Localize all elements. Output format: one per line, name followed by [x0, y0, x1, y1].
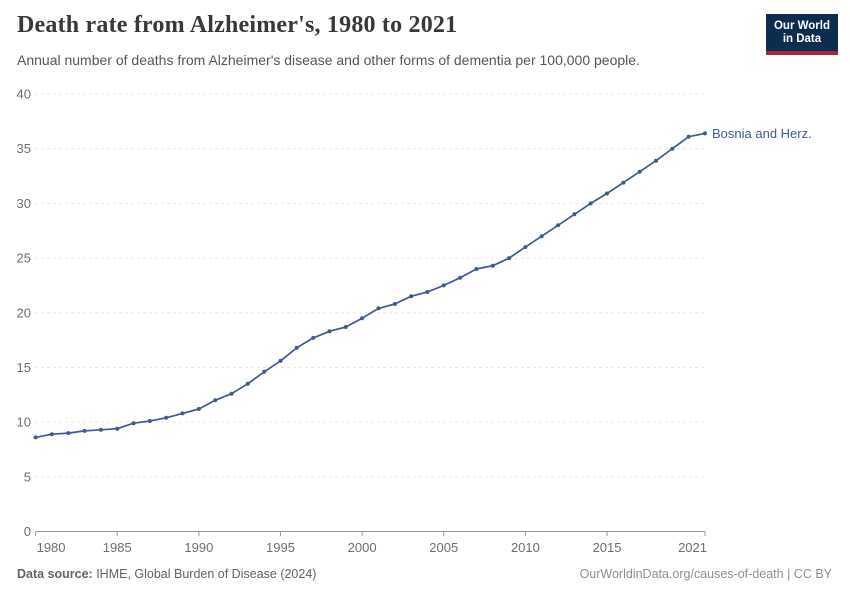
x-axis-tick-label: 2021 [678, 540, 707, 555]
data-point [539, 234, 544, 239]
data-source-label: Data source: [17, 567, 93, 581]
data-point [654, 158, 658, 163]
data-point [213, 398, 218, 403]
chart-footer: Data source: IHME, Global Burden of Dise… [17, 567, 832, 581]
data-point [474, 267, 479, 271]
data-point [490, 263, 495, 268]
data-point [425, 290, 430, 294]
data-point [131, 421, 136, 426]
y-axis-tick-label: 40 [17, 87, 31, 102]
y-axis-tick-label: 10 [17, 415, 31, 430]
chart-subtitle: Annual number of deaths from Alzheimer's… [17, 52, 640, 68]
data-point [33, 435, 38, 440]
data-line[interactable] [34, 132, 706, 439]
x-axis-tick-label: 1985 [103, 540, 132, 555]
data-point [409, 294, 414, 299]
data-point [262, 369, 267, 374]
data-point [180, 411, 185, 416]
owid-logo-line2: in Data [782, 33, 822, 45]
data-point [556, 223, 561, 228]
data-point [49, 432, 54, 437]
owid-logo-line1: Our World [773, 20, 830, 32]
data-point [703, 131, 707, 136]
data-source-text: IHME, Global Burden of Disease (2024) [92, 567, 317, 581]
data-point [670, 146, 675, 151]
data-point [360, 316, 365, 321]
y-axis-tick-label: 25 [17, 251, 31, 266]
x-axis-tick-label: 1990 [184, 540, 213, 555]
data-point [278, 358, 283, 363]
y-axis-tick-label: 35 [17, 141, 31, 156]
data-point [245, 381, 250, 386]
y-axis-tick-label: 30 [17, 196, 31, 211]
x-axis-tick-label: 2005 [429, 540, 458, 555]
data-point [164, 415, 169, 420]
data-point [572, 212, 577, 217]
data-point [98, 427, 103, 432]
data-point [196, 407, 201, 411]
series-label[interactable]: Bosnia and Herz. [712, 126, 812, 141]
owid-logo: Our World in Data [765, 14, 838, 55]
data-point [327, 329, 332, 334]
data-point [441, 283, 446, 288]
x-axis-tick-label: 1995 [266, 540, 295, 555]
data-point [588, 201, 593, 206]
y-axis-tick-label: 20 [17, 305, 31, 320]
x-axis-tick-label: 2000 [348, 540, 377, 555]
data-point [686, 134, 691, 139]
data-point [605, 191, 609, 196]
data-point [376, 306, 381, 311]
data-point [507, 256, 512, 261]
data-point [147, 419, 152, 423]
y-axis-tick-label: 0 [24, 524, 31, 539]
chart-title: Death rate from Alzheimer's, 1980 to 202… [17, 12, 458, 38]
x-axis-tick-label: 1980 [37, 540, 66, 555]
data-point [523, 245, 528, 250]
x-axis-tick-label: 2010 [511, 540, 540, 555]
y-axis-tick-label: 15 [17, 360, 31, 375]
data-point [621, 180, 626, 185]
y-axis-tick-label: 5 [24, 469, 31, 484]
data-point [311, 335, 316, 340]
data-point [343, 325, 348, 329]
data-point [66, 431, 71, 436]
data-point [392, 302, 397, 306]
data-point [294, 345, 299, 350]
data-point [458, 275, 463, 280]
data-point [82, 428, 87, 433]
data-point [229, 391, 234, 396]
data-point [637, 169, 642, 174]
data-point [115, 426, 120, 431]
data-source: Data source: IHME, Global Burden of Dise… [17, 567, 316, 581]
credit-link[interactable]: OurWorldinData.org/causes-of-death | CC … [579, 567, 832, 581]
x-axis-tick-label: 2015 [593, 540, 622, 555]
